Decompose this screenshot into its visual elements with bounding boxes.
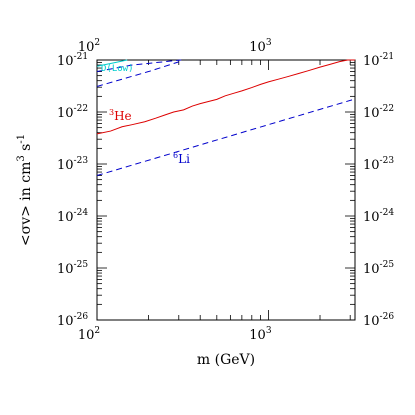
- annotations: 3He 6Li D(Low): [101, 64, 190, 166]
- x-tick-label: 103: [249, 326, 272, 343]
- y-tick-label: 10-21: [57, 52, 88, 69]
- x-tick-label-top: 102: [78, 38, 100, 55]
- series-label-3he: 3He: [109, 108, 132, 123]
- series-d-low-dashed-line: [96, 61, 179, 87]
- tick-labels: 102 102 103 103 10-26 10-26 10-25 10-25 10-24 10-…: [57, 38, 394, 343]
- plot-frame: [96, 59, 356, 321]
- series-d-low--line: [96, 59, 128, 67]
- y-tick-label: 10-25: [57, 260, 88, 277]
- curves: [96, 59, 356, 177]
- y-tick-label: 10-22: [57, 104, 88, 121]
- series-label-6li: 6Li: [173, 151, 190, 166]
- axis-titles: m (GeV) <σv> in cm3 s-1: [16, 134, 255, 368]
- y-tick-label: 10-24: [57, 208, 88, 225]
- y-tick-label: 10-23: [57, 156, 88, 173]
- y-tick-label-right: 10-22: [363, 104, 394, 121]
- x-axis-label: m (GeV): [197, 352, 255, 368]
- x-tick-label-top: 103: [249, 38, 272, 55]
- series-label-d-low-: D(Low): [101, 64, 134, 74]
- series-3he-line: [96, 59, 355, 135]
- series-6li-line: [96, 98, 356, 177]
- x-tick-label: 102: [78, 326, 100, 343]
- y-tick-label: 10-26: [57, 312, 88, 329]
- ticks: [96, 59, 355, 321]
- y-tick-label-right: 10-24: [363, 208, 394, 225]
- y-tick-label-right: 10-25: [363, 260, 394, 277]
- y-tick-label-right: 10-23: [363, 156, 394, 173]
- y-tick-label-right: 10-26: [363, 312, 394, 329]
- y-axis-label: <σv> in cm3 s-1: [16, 134, 34, 246]
- series-d-low-dashed-upper-line: [96, 59, 182, 73]
- y-tick-label-right: 10-21: [363, 52, 394, 69]
